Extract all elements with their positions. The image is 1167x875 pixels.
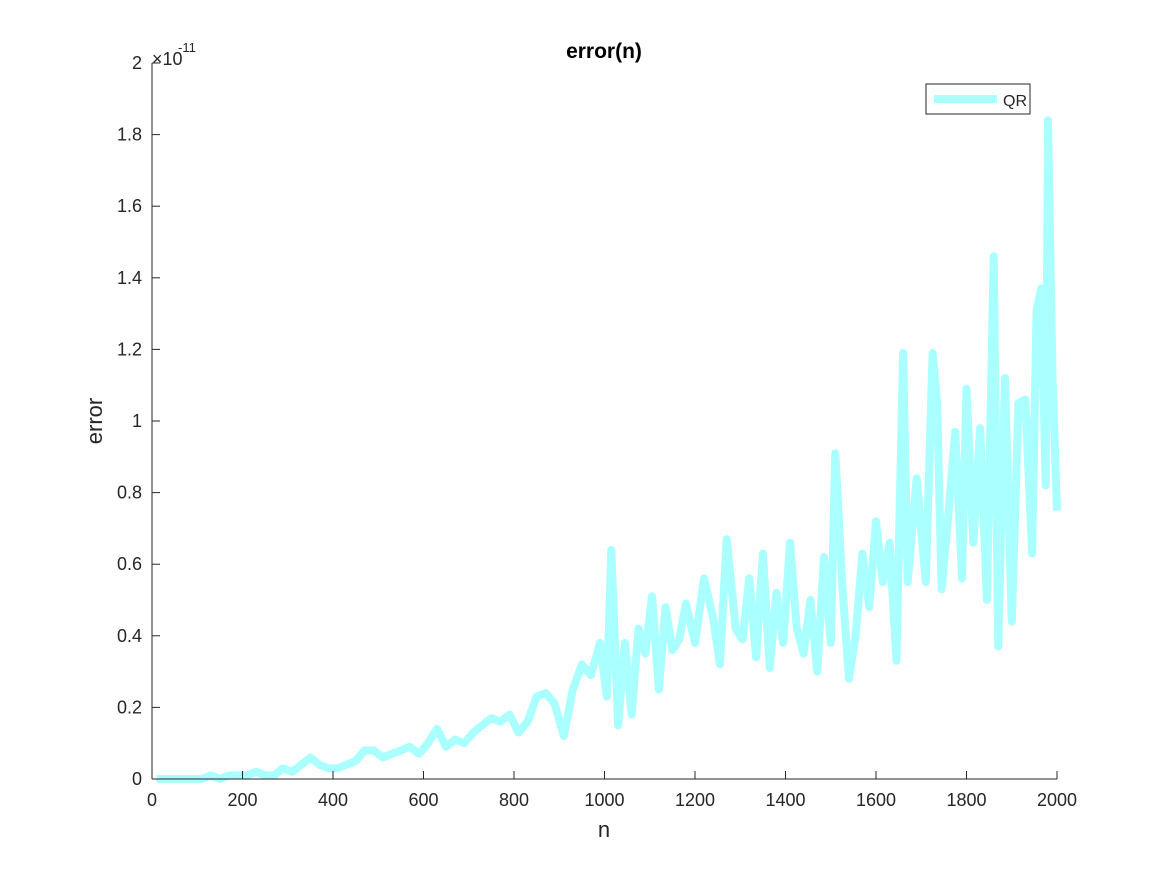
x-tick-label: 1800 xyxy=(946,790,986,810)
x-tick-label: 2000 xyxy=(1037,790,1077,810)
legend-label-qr: QR xyxy=(1003,93,1027,110)
y-tick-label: 1 xyxy=(132,411,142,431)
y-tick-label: 1.6 xyxy=(117,196,142,216)
x-tick-label: 200 xyxy=(227,790,257,810)
y-ticks: 0 0.2 0.4 0.6 0.8 1 1.2 1.4 1.6 1.8 2 xyxy=(117,53,160,789)
series-layer xyxy=(156,116,1061,783)
y-axis-label: error xyxy=(82,398,107,444)
y-tick-label: 2 xyxy=(132,53,142,73)
x-axis-label: n xyxy=(598,817,610,842)
x-tick-label: 400 xyxy=(318,790,348,810)
y-tick-label: 0.8 xyxy=(117,483,142,503)
x-ticks: 0 200 400 600 800 1000 1200 1400 1600 1800 2000 xyxy=(147,771,1077,810)
y-tick-label: 0.2 xyxy=(117,697,142,717)
x-tick-label: 1200 xyxy=(675,790,715,810)
chart-title: error(n) xyxy=(566,40,642,63)
x-tick-label: 1400 xyxy=(765,790,805,810)
legend: QR xyxy=(925,83,1031,115)
y-tick-label: 1.2 xyxy=(117,339,142,359)
y-tick-label: 1.4 xyxy=(117,268,142,288)
y-tick-label: 0.6 xyxy=(117,554,142,574)
x-tick-label: 600 xyxy=(408,790,438,810)
y-exponent-power: -11 xyxy=(178,40,196,55)
y-tick-label: 1.8 xyxy=(117,125,142,145)
x-tick-label: 800 xyxy=(499,790,529,810)
y-tick-label: 0 xyxy=(132,769,142,789)
y-tick-label: 0.4 xyxy=(117,626,142,646)
y-exponent-base: ×10 xyxy=(152,49,183,69)
x-tick-label: 0 xyxy=(147,790,157,810)
x-tick-label: 1600 xyxy=(856,790,896,810)
x-tick-label: 1000 xyxy=(584,790,624,810)
series-line-qr xyxy=(156,116,1061,783)
